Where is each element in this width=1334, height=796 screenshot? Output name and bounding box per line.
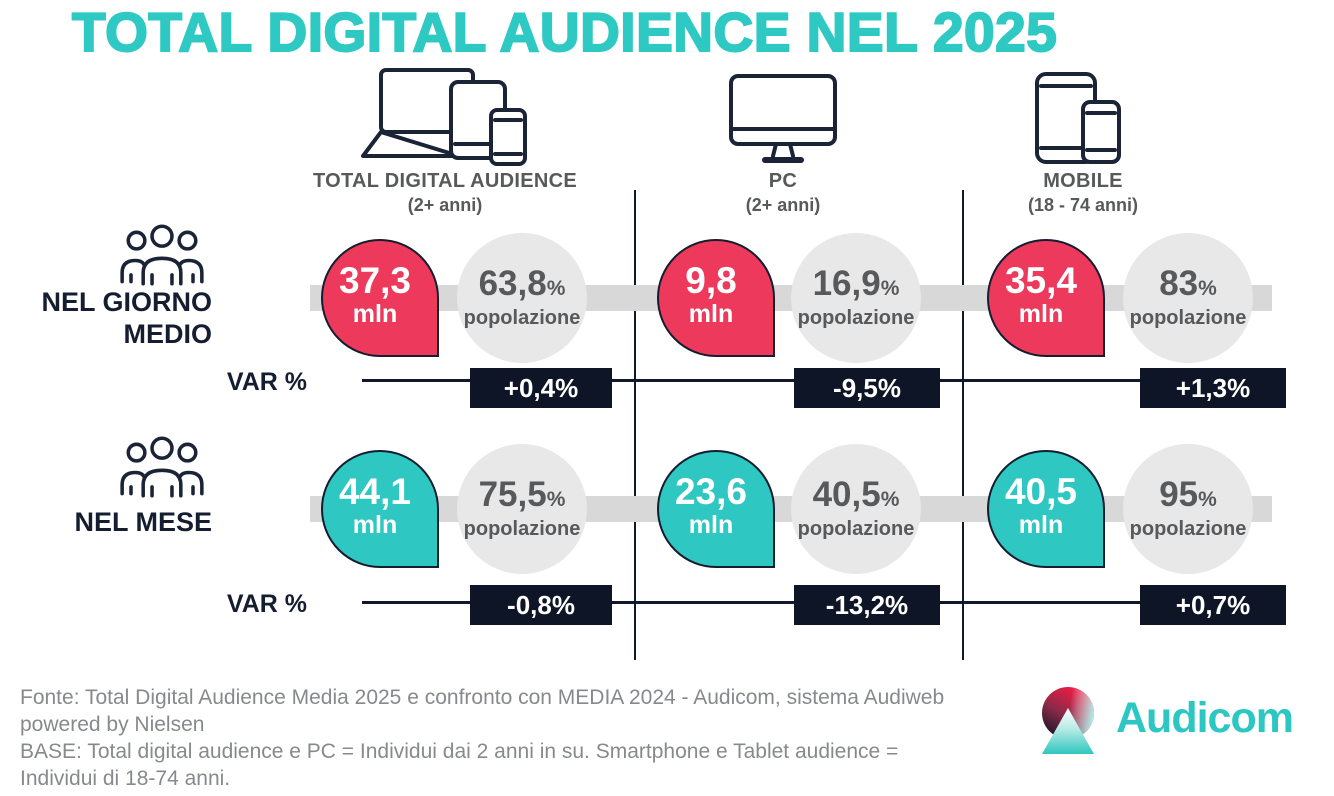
percent-sign: % (880, 276, 900, 300)
column-header-pc: PC (2+ anni) (683, 60, 883, 216)
population-value: 40,5 (812, 474, 881, 514)
var-label: VAR % (226, 590, 307, 618)
population-value: 16,9 (812, 263, 881, 303)
desktop-icon (683, 60, 883, 166)
audicom-logo-mark (1042, 687, 1094, 754)
population-value: 63,8 (478, 263, 547, 303)
population-circle: 40,5% popolazione (791, 444, 921, 574)
fonte-line: powered by Nielsen (20, 713, 205, 736)
source-note: Fonte: Total Digital Audience Media 2025… (20, 684, 980, 792)
base-text: BASE: Total digital audience e PC = Indi… (20, 738, 980, 792)
audience-value: 40,5 (1004, 471, 1077, 512)
column-label: MOBILE (1043, 170, 1123, 192)
column-divider (962, 190, 964, 660)
audicom-logo: Audicom (1038, 686, 1294, 758)
audience-value: 35,4 (1004, 260, 1077, 301)
percent-sign: % (1198, 487, 1217, 511)
var-badge: -9,5% (794, 368, 940, 408)
row-label-line: NEL MESE (74, 507, 212, 537)
percent-sign: % (546, 487, 566, 511)
column-label: PC (768, 170, 798, 192)
population-caption: popolazione (797, 306, 915, 329)
page-title: TOTAL DIGITAL AUDIENCE NEL 2025 (71, 0, 1058, 64)
percent-sign: % (546, 276, 566, 300)
base-line: BASE: Total digital audience e PC = Indi… (20, 740, 899, 763)
audience-unit: mln (352, 300, 398, 328)
column-header-total-digital-audience: TOTAL DIGITAL AUDIENCE (2+ anni) (295, 60, 595, 216)
population-value: 83 (1159, 263, 1199, 303)
population-circle: 63,8% popolazione (457, 233, 587, 363)
fonte-text: Fonte: Total Digital Audience Media 2025… (20, 684, 980, 738)
audience-unit: mln (688, 300, 734, 328)
row-label-line: NEL GIORNO (41, 287, 212, 317)
column-header-mobile: MOBILE (18 - 74 anni) (983, 60, 1183, 216)
population-value: 75,5 (478, 474, 547, 514)
population-caption: popolazione (463, 517, 581, 540)
var-badge: -0,8% (470, 585, 612, 625)
audience-drop: 23,6 mln (657, 450, 775, 568)
mobile-devices-icon (983, 60, 1183, 166)
audience-drop: 37,3 mln (321, 239, 439, 357)
var-badge: +1,3% (1140, 368, 1286, 408)
audicom-logo-text: Audicom (1116, 694, 1294, 742)
population-circle: 83% popolazione (1123, 233, 1253, 363)
people-group-icon (112, 224, 212, 291)
var-badge: -13,2% (794, 585, 940, 625)
row-label-nel-giorno-medio: NEL GIORNO MEDIO (10, 286, 212, 350)
row-label-line: MEDIO (123, 319, 212, 349)
population-circle: 95% popolazione (1123, 444, 1253, 574)
population-value: 95 (1159, 474, 1199, 514)
audience-value: 44,1 (338, 471, 411, 512)
audience-unit: mln (352, 511, 398, 539)
audience-unit: mln (688, 511, 734, 539)
population-caption: popolazione (463, 306, 581, 329)
var-badge: +0,4% (470, 368, 612, 408)
population-caption: popolazione (797, 517, 915, 540)
audience-drop: 44,1 mln (321, 450, 439, 568)
var-label: VAR % (226, 368, 307, 396)
population-circle: 75,5% popolazione (457, 444, 587, 574)
audience-drop: 35,4 mln (987, 239, 1105, 357)
base-line: Individui di 18-74 anni. (20, 767, 231, 790)
population-circle: 16,9% popolazione (791, 233, 921, 363)
column-sublabel: (2+ anni) (745, 195, 821, 215)
column-label: TOTAL DIGITAL AUDIENCE (312, 170, 577, 192)
devices-icon (295, 60, 595, 166)
audience-value: 23,6 (674, 471, 747, 512)
column-divider (634, 190, 636, 660)
percent-sign: % (1198, 276, 1217, 300)
audience-value: 9,8 (685, 260, 737, 301)
percent-sign: % (880, 487, 900, 511)
audience-drop: 9,8 mln (657, 239, 775, 357)
row-label-nel-mese: NEL MESE (10, 506, 212, 538)
column-sublabel: (18 - 74 anni) (1027, 195, 1139, 215)
var-badge: +0,7% (1140, 585, 1286, 625)
audience-value: 37,3 (338, 260, 411, 301)
people-group-icon (112, 436, 212, 503)
population-caption: popolazione (1129, 517, 1247, 540)
audience-unit: mln (1018, 300, 1064, 328)
population-caption: popolazione (1129, 306, 1247, 329)
audience-unit: mln (1018, 511, 1064, 539)
column-sublabel: (2+ anni) (407, 195, 483, 215)
fonte-line: Fonte: Total Digital Audience Media 2025… (20, 686, 945, 709)
audience-drop: 40,5 mln (987, 450, 1105, 568)
